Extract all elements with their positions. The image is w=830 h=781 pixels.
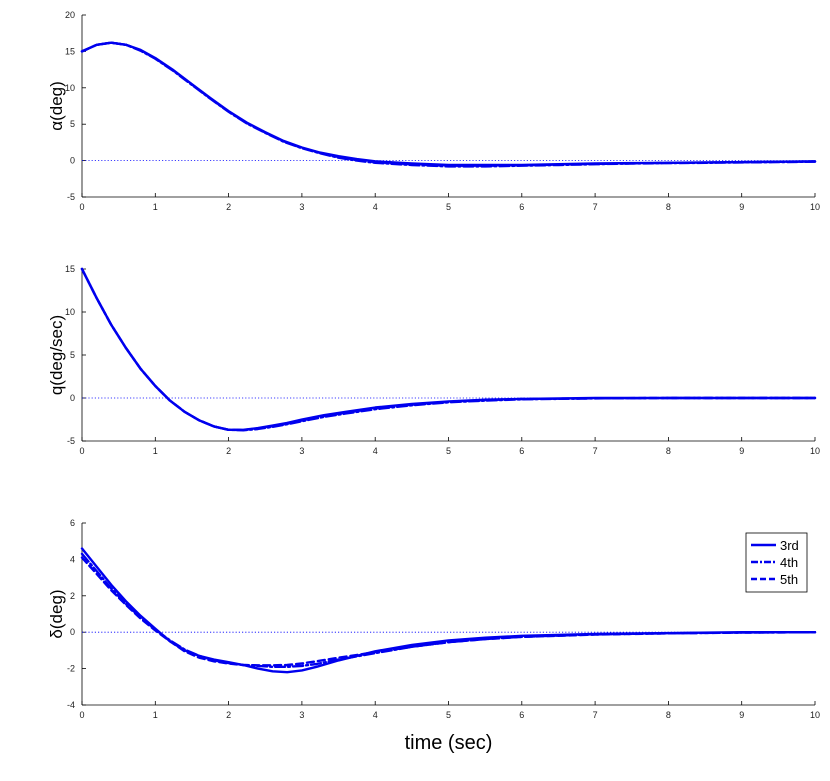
y-tick-label: 20 xyxy=(65,10,75,20)
panel-q: 0 1 2 3 4 5 6 7 8 9 10 -5 0 5 10 15 q(deg/sec) xyxy=(47,264,820,456)
y-tick-label: 10 xyxy=(65,83,75,93)
x-tick-label: 1 xyxy=(153,202,158,212)
x-tick-label: 5 xyxy=(446,710,451,720)
series-line-4th xyxy=(80,552,817,668)
y-axis-label: δ(deg) xyxy=(47,589,66,638)
panel-delta: 0 1 2 3 4 5 6 7 8 9 10 -4 -2 0 2 4 6 δ(deg) time (sec) 3rd 4… xyxy=(47,518,820,754)
x-tick-label: 1 xyxy=(153,710,158,720)
x-tick-label: 8 xyxy=(666,710,671,720)
x-tick-label: 4 xyxy=(373,710,378,720)
x-tick-label: 9 xyxy=(739,710,744,720)
x-tick-label: 7 xyxy=(593,202,598,212)
x-tick-label: 1 xyxy=(153,446,158,456)
x-tick-label: 2 xyxy=(226,446,231,456)
x-tick-label: 6 xyxy=(519,202,524,212)
y-tick-label: 4 xyxy=(70,554,75,564)
series-line-5th xyxy=(80,41,817,167)
x-tick-label: 10 xyxy=(810,710,820,720)
x-tick-label: 3 xyxy=(299,710,304,720)
x-tick-label: 3 xyxy=(299,446,304,456)
x-tick-label: 4 xyxy=(373,202,378,212)
y-tick-label: -2 xyxy=(67,664,75,674)
x-tick-label: 0 xyxy=(79,202,84,212)
x-tick-label: 5 xyxy=(446,202,451,212)
x-tick-label: 10 xyxy=(810,202,820,212)
x-tick-label: 0 xyxy=(79,446,84,456)
x-tick-label: 9 xyxy=(739,202,744,212)
legend-label-4th: 4th xyxy=(780,555,798,570)
y-tick-label: 10 xyxy=(65,307,75,317)
y-tick-label: 0 xyxy=(70,627,75,637)
y-tick-label: 0 xyxy=(70,393,75,403)
x-tick-label: 0 xyxy=(79,710,84,720)
x-tick-label: 5 xyxy=(446,446,451,456)
x-tick-label: 9 xyxy=(739,446,744,456)
x-tick-label: 6 xyxy=(519,446,524,456)
y-tick-label: 5 xyxy=(70,119,75,129)
legend-label-3rd: 3rd xyxy=(780,538,799,553)
legend-label-5th: 5th xyxy=(780,572,798,587)
series-line-3rd xyxy=(80,41,817,167)
series-line-4th xyxy=(80,267,817,432)
x-tick-label: 6 xyxy=(519,710,524,720)
y-tick-label: 15 xyxy=(65,264,75,274)
x-tick-label: 8 xyxy=(666,202,671,212)
y-tick-label: -5 xyxy=(67,436,75,446)
panel-alpha: 0 1 2 3 4 5 6 7 8 9 10 -5 0 5 10 15 20 α(deg) xyxy=(47,10,820,212)
x-tick-label: 2 xyxy=(226,710,231,720)
x-tick-label: 4 xyxy=(373,446,378,456)
y-tick-label: 2 xyxy=(70,591,75,601)
x-tick-label: 2 xyxy=(226,202,231,212)
y-tick-label: 0 xyxy=(70,156,75,166)
y-axis-label: α(deg) xyxy=(47,81,66,131)
series-line-4th xyxy=(80,41,817,168)
x-axis-label: time (sec) xyxy=(405,732,493,754)
y-tick-label: 15 xyxy=(65,46,75,56)
y-tick-label: 6 xyxy=(70,518,75,528)
x-tick-label: 7 xyxy=(593,446,598,456)
series-line-3rd xyxy=(80,267,817,431)
legend: 3rd 4th 5th xyxy=(745,532,808,593)
x-tick-label: 10 xyxy=(810,446,820,456)
y-tick-label: 5 xyxy=(70,350,75,360)
x-tick-label: 3 xyxy=(299,202,304,212)
x-tick-label: 7 xyxy=(593,710,598,720)
series-line-5th xyxy=(80,556,817,667)
y-axis-label: q(deg/sec) xyxy=(47,315,66,395)
series-line-5th xyxy=(80,267,817,432)
x-tick-label: 8 xyxy=(666,446,671,456)
y-tick-label: -5 xyxy=(67,192,75,202)
y-tick-label: -4 xyxy=(67,700,75,710)
